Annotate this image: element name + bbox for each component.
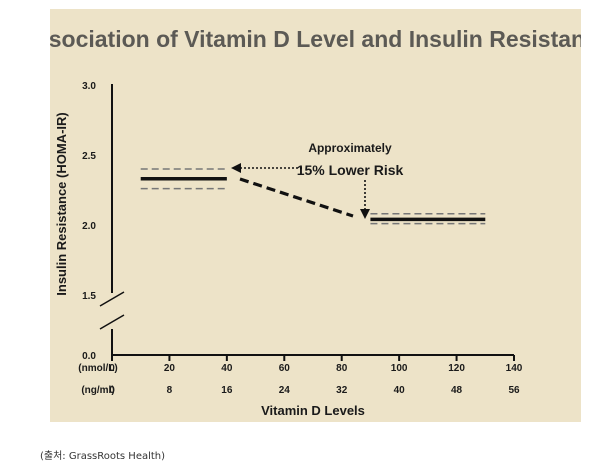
y-tick-label: 0.0 — [82, 351, 96, 362]
arrowhead-down — [360, 209, 370, 219]
x-axis-title: Vitamin D Levels — [261, 403, 365, 418]
x-unit-label-ngml: (ng/ml) — [81, 385, 114, 396]
y-tick-label: 3.0 — [82, 81, 96, 92]
annotation-line1: Approximately — [308, 141, 392, 155]
x-tick-label-nmol: 60 — [279, 363, 291, 374]
annotation: Approximately 15% Lower Risk — [231, 141, 404, 219]
arrowhead-left — [231, 163, 241, 173]
x-tick-label-nmol: 0 — [109, 363, 115, 374]
trend-connector — [239, 177, 354, 218]
y-axis-title: Insulin Resistance (HOMA-IR) — [54, 112, 69, 295]
x-tick-label-nmol: 40 — [221, 363, 233, 374]
x-tick-label-ngml: 56 — [508, 385, 520, 396]
x-tick-label-ngml: 16 — [221, 385, 233, 396]
x-tick-label-ngml: 32 — [336, 385, 348, 396]
y-axis — [99, 84, 125, 355]
chart-title: Association of Vitamin D Level and Insul… — [50, 26, 581, 52]
y-tick-label: 1.5 — [82, 291, 96, 302]
source-caption: (출처: GrassRoots Health) — [40, 451, 166, 462]
chart-panel: Association of Vitamin D Level and Insul… — [50, 9, 581, 422]
x-unit-label-nmol: (nmol/L) — [78, 363, 117, 374]
x-tick-label-nmol: 140 — [506, 363, 523, 374]
x-tick-label-nmol: 20 — [164, 363, 176, 374]
x-tick-label-nmol: 100 — [391, 363, 408, 374]
axis-break-mark — [99, 291, 125, 307]
x-tick-label-ngml: 48 — [451, 385, 463, 396]
y-tick-label: 2.5 — [82, 151, 96, 162]
x-tick-label-nmol: 80 — [336, 363, 348, 374]
x-tick-label-ngml: 24 — [279, 385, 291, 396]
y-tick-label: 2.0 — [82, 221, 96, 232]
x-tick-label-ngml: 40 — [394, 385, 406, 396]
x-tick-label-ngml: 0 — [109, 385, 115, 396]
axis-break-mark — [99, 314, 125, 330]
chart-svg: Association of Vitamin D Level and Insul… — [50, 26, 581, 418]
x-tick-label-ngml: 8 — [167, 385, 173, 396]
annotation-line2: 15% Lower Risk — [297, 162, 404, 178]
x-tick-label-nmol: 120 — [448, 363, 465, 374]
